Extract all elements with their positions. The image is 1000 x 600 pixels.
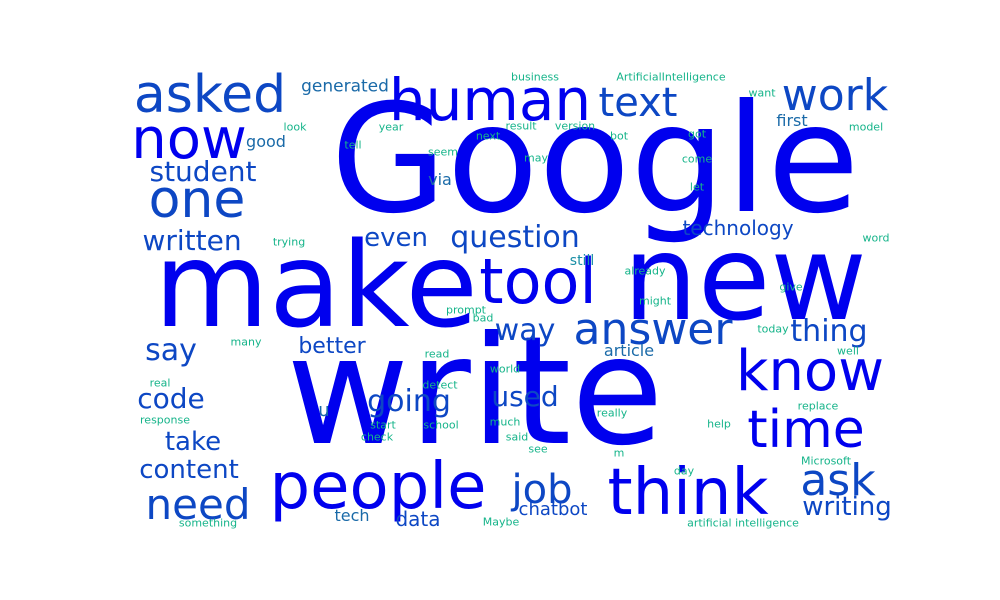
word-model: model (848, 120, 884, 134)
word-replace: replace (797, 399, 839, 413)
word-next: next (475, 129, 501, 143)
word-answer: answer (573, 304, 733, 355)
word-student: student (149, 155, 257, 188)
word-first: first (776, 111, 808, 130)
word-new: new (623, 209, 867, 347)
word-read: read (424, 347, 450, 361)
word-tech: tech (334, 506, 370, 525)
word-write: write (286, 305, 664, 479)
word-think: think (607, 456, 769, 530)
word-m: m (613, 446, 625, 460)
word-many: many (230, 335, 262, 349)
word-let: let (689, 180, 705, 194)
word-come: come (681, 152, 713, 166)
word-need: need (145, 480, 251, 529)
word-one: one (148, 170, 246, 230)
word-text: text (598, 80, 678, 126)
word-going: going (367, 384, 451, 419)
word-today: today (757, 322, 789, 336)
word-want: want (748, 86, 776, 100)
word-people: people (269, 450, 487, 524)
word-time: time (747, 400, 865, 460)
word-business: business (511, 70, 559, 84)
word-data: data (395, 507, 441, 531)
word-bot: bot (609, 129, 629, 143)
word-know: know (736, 339, 884, 404)
word-look: look (283, 120, 307, 134)
word-code: code (137, 382, 205, 415)
word-trying: trying (272, 235, 306, 249)
word-detect: detect (422, 378, 458, 392)
word-said: said (505, 430, 529, 444)
word-world: world (489, 362, 521, 376)
word-asked: asked (133, 65, 287, 125)
word-u: u (318, 400, 330, 421)
word-work: work (781, 70, 889, 121)
word-way: way (494, 313, 556, 348)
word-still: still (569, 253, 595, 269)
word-good: good (246, 132, 286, 151)
word-ask: ask (800, 455, 876, 506)
word-real: real (149, 376, 171, 390)
word-see: see (528, 442, 548, 456)
word-thing: thing (790, 314, 868, 349)
word-technology: technology (682, 216, 794, 240)
word-job: job (511, 467, 573, 513)
word-now: now (131, 107, 247, 172)
word-chatbot: chatbot (518, 499, 588, 520)
word-result: result (505, 119, 537, 133)
word-year: year (378, 120, 404, 134)
word-much: much (489, 415, 521, 429)
word-version: version (554, 119, 596, 133)
word-well: well (837, 344, 859, 358)
word-even: even (364, 223, 428, 253)
word-better: better (298, 334, 366, 359)
word-tell: tell (344, 138, 362, 152)
word-tool: tool (479, 245, 597, 318)
word-maybe: Maybe (482, 515, 520, 529)
word-written: written (142, 224, 242, 257)
word-artificialintelligence: ArtificialIntelligence (616, 70, 726, 84)
word-google: Google (330, 73, 860, 247)
word-generated: generated (301, 76, 389, 97)
word-give: give (779, 280, 803, 294)
word-start: start (370, 418, 396, 432)
word-day: day (673, 464, 695, 478)
word-say: say (145, 333, 197, 368)
word-may: may (524, 151, 548, 165)
word-human: human (388, 66, 592, 134)
word-prompt: prompt (445, 303, 487, 317)
word-used: used (491, 380, 559, 413)
word-make: make (154, 216, 478, 354)
word-might: might (638, 294, 672, 308)
word-microsoft: Microsoft (800, 454, 852, 468)
word-school: school (423, 418, 459, 432)
word-word: word (862, 231, 890, 245)
word-writing: writing (802, 492, 892, 522)
word-artificial-intelligence: artificial intelligence (687, 516, 799, 530)
word-really: really (596, 406, 628, 420)
word-already: already (624, 264, 666, 278)
word-seem: seem (428, 145, 458, 159)
word-check: check (360, 430, 394, 444)
word-response: response (140, 413, 190, 427)
word-bad: bad (472, 311, 494, 325)
word-take: take (164, 427, 222, 457)
word-help: help (707, 417, 731, 431)
word-via: via (428, 170, 452, 189)
word-something: something (178, 516, 238, 530)
word-question: question (450, 220, 580, 255)
word-article: article (603, 341, 655, 360)
word-got: got (687, 127, 707, 141)
word-content: content (139, 455, 239, 485)
